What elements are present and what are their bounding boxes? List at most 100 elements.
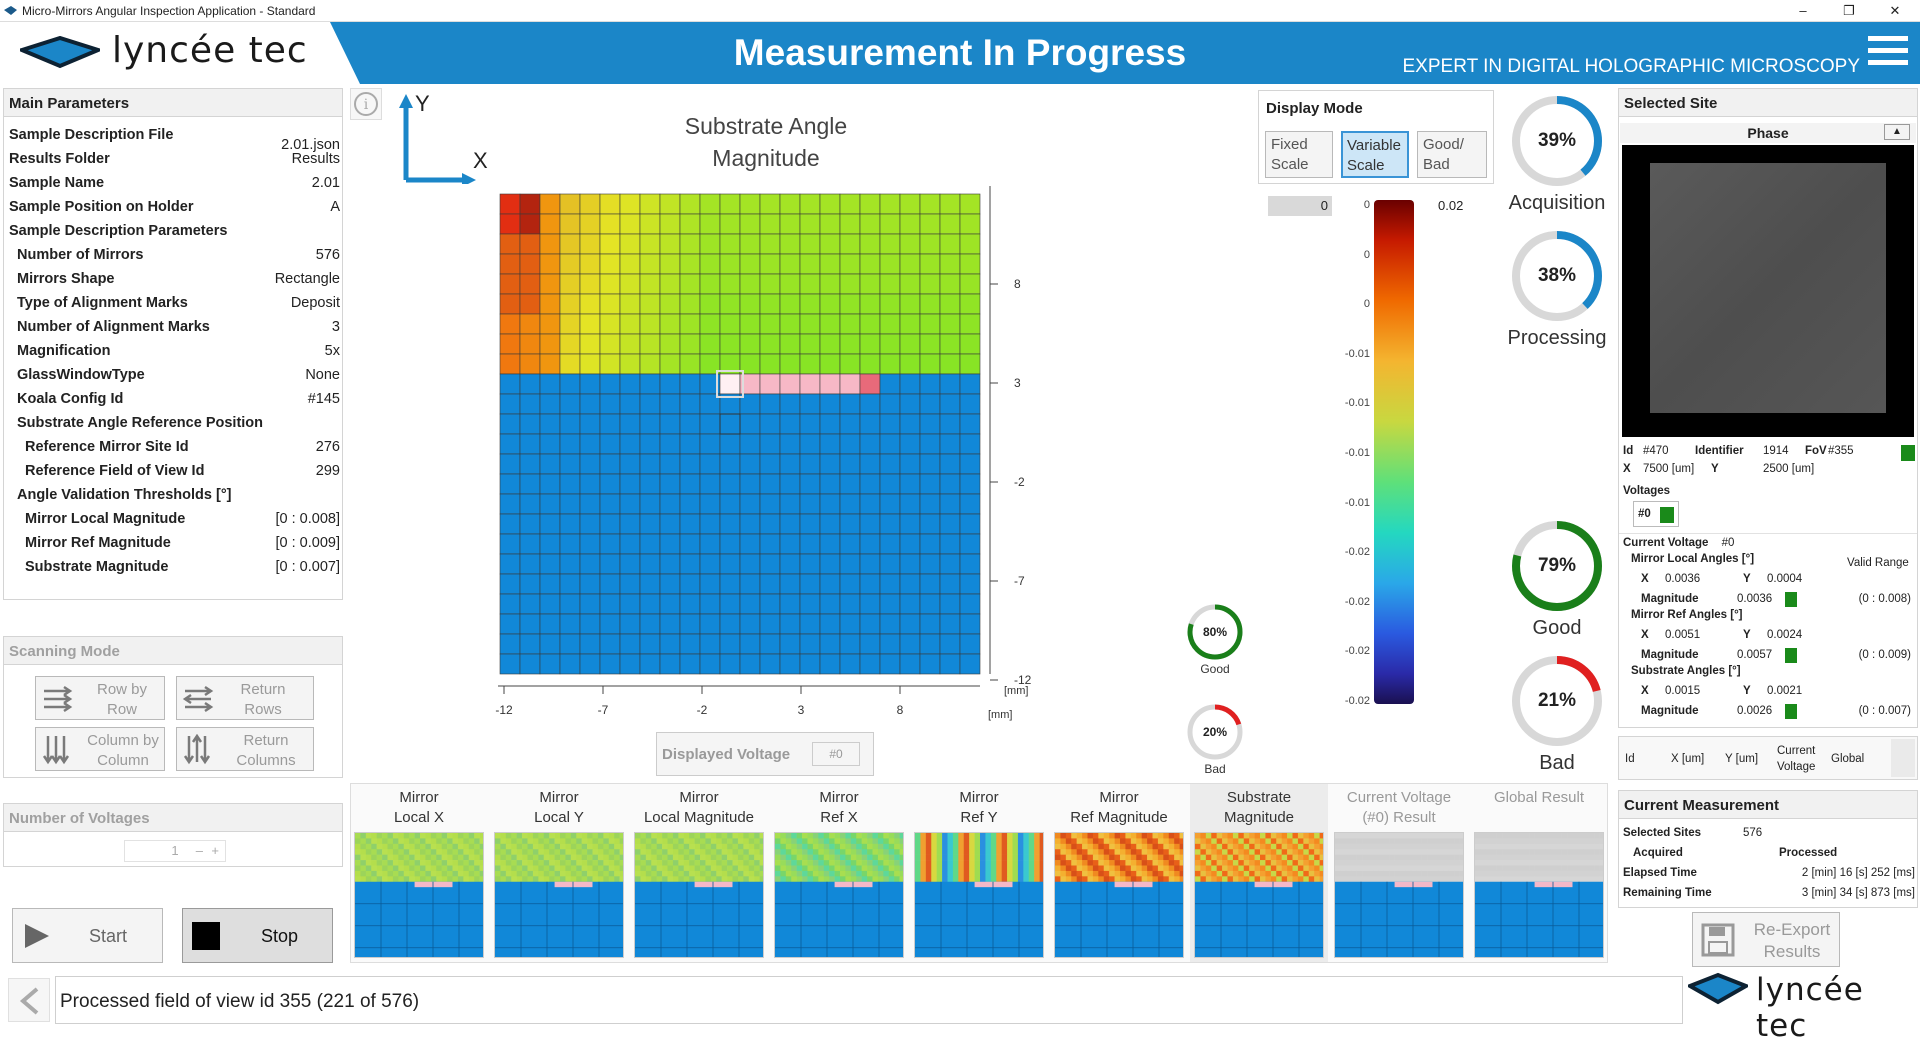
map-cell: [599, 533, 621, 555]
fixed-scale-button[interactable]: Fixed Scale: [1265, 131, 1333, 178]
map-cell: [639, 233, 661, 255]
status-text: Processed field of view id 355 (221 of 5…: [60, 991, 420, 1012]
thumbnail-cell: [420, 833, 426, 839]
thumbnail-cell: [1157, 854, 1164, 861]
thumbnail-cell: [1303, 876, 1310, 883]
substrate-magnitude-map[interactable]: 83-2-7-12[mm]-12 -7 -2 3 8 [mm]: [490, 186, 1050, 726]
map-cell: [779, 293, 801, 315]
thumbnail-cell: [1260, 833, 1266, 839]
sites-table-column[interactable]: Current Voltage: [1777, 745, 1816, 773]
thumbnail-cell: [743, 865, 750, 872]
result-thumbnail[interactable]: [1474, 832, 1604, 958]
start-button[interactable]: Start: [12, 908, 163, 963]
thumbnail-cell: [705, 876, 712, 883]
thumbnail-cell: [1007, 838, 1013, 845]
thumbnail-cell: [1001, 854, 1008, 861]
result-thumbnail[interactable]: [1194, 832, 1324, 958]
map-cell: [719, 433, 741, 455]
map-cell: [759, 373, 781, 395]
return-columns-button[interactable]: Return Columns: [176, 727, 314, 771]
map-cell: [819, 453, 841, 475]
thumbnail-cell: [861, 854, 868, 861]
result-thumbnail[interactable]: [494, 832, 624, 958]
map-cell: [539, 493, 561, 515]
close-button[interactable]: ✕: [1889, 3, 1901, 18]
thumbnail-cell: [1550, 843, 1557, 850]
column-by-column-button[interactable]: Column by Column: [35, 727, 165, 771]
thumbnail-cell: [1427, 876, 1433, 883]
sites-table-scrollbar[interactable]: [1891, 739, 1915, 777]
result-thumbnail[interactable]: [354, 832, 484, 958]
result-thumbnail[interactable]: [1334, 832, 1464, 958]
thumbnail-cell: [1297, 860, 1304, 866]
thumbnail-cell: [1583, 854, 1590, 861]
map-cell: [599, 633, 621, 655]
thumbnail-cell: [538, 860, 545, 866]
thumbnail-cell: [447, 854, 453, 861]
maximize-button[interactable]: ❐: [1843, 3, 1855, 18]
thumbnail-cell: [732, 854, 739, 861]
thumbnail-cell: [371, 849, 377, 855]
thumbnail-cell: [1599, 876, 1603, 883]
info-button[interactable]: i: [350, 88, 382, 120]
sites-table-column[interactable]: X [um]: [1671, 753, 1705, 765]
map-cell: [939, 213, 961, 235]
row-by-row-button[interactable]: Row by Row: [35, 676, 165, 720]
thumbnail-cell: [1276, 843, 1282, 850]
thumbnail-cell: [952, 860, 959, 866]
thumbnail-cell: [785, 833, 792, 839]
thumbnail-cell: [1141, 876, 1148, 883]
stop-button[interactable]: Stop: [182, 908, 333, 963]
colorbar-min-field[interactable]: 0: [1268, 196, 1332, 216]
map-cell: [859, 553, 881, 575]
thumbnail-cell: [1136, 833, 1142, 839]
decrement-icon[interactable]: –: [195, 843, 203, 858]
variable-scale-button[interactable]: Variable Scale: [1341, 131, 1409, 178]
map-cell: [879, 533, 901, 555]
thumbnail-cell: [1319, 876, 1323, 883]
thumbnail-cell: [1540, 854, 1546, 861]
back-button[interactable]: [8, 978, 50, 1022]
voltage-chip[interactable]: #0: [1633, 501, 1679, 527]
increment-icon[interactable]: +: [211, 843, 219, 858]
result-thumbnail[interactable]: [914, 832, 1044, 958]
collapse-icon[interactable]: ▲: [1884, 124, 1910, 140]
result-thumbnail[interactable]: [1054, 832, 1184, 958]
minimize-button[interactable]: –: [1799, 3, 1807, 18]
map-cell: [959, 453, 981, 475]
hamburger-menu-icon[interactable]: [1868, 36, 1908, 72]
thumbnail-cell: [1028, 833, 1035, 839]
thumbnail-cell: [1540, 876, 1546, 883]
sites-table-column[interactable]: Global: [1831, 753, 1865, 765]
thumbnail-cell: [1023, 870, 1030, 877]
result-thumbnail[interactable]: [774, 832, 904, 958]
sites-table-column[interactable]: Y [um]: [1725, 753, 1759, 765]
map-cell: [719, 213, 741, 235]
colorbar-max-field[interactable]: 0.02: [1438, 198, 1464, 213]
thumbnail-cell: [1545, 838, 1552, 845]
voltages-stepper[interactable]: 1 – +: [124, 840, 226, 862]
y-tick-label: 8: [1014, 277, 1021, 291]
map-cell: [499, 493, 521, 515]
result-thumbnail[interactable]: [634, 832, 764, 958]
thumbnail-cell: [392, 865, 399, 872]
good-bad-button[interactable]: Good/ Bad: [1417, 131, 1487, 178]
map-cell: [679, 233, 701, 255]
thumbnail-cell: [683, 860, 690, 866]
sites-table-column[interactable]: Id: [1625, 753, 1635, 765]
displayed-voltage-select[interactable]: #0: [812, 742, 860, 766]
thumbnail-cell: [1496, 849, 1503, 855]
thumbnail-cell: [1265, 860, 1272, 866]
thumbnail-cell: [603, 860, 610, 866]
thumbnail-cell: [780, 838, 787, 845]
thumbnail-cell: [678, 843, 685, 850]
thumbnail-cell: [635, 876, 641, 883]
thumbnail-cell: [420, 843, 426, 850]
reexport-results-button[interactable]: Re-Export Results: [1692, 912, 1840, 967]
thumbnail-cell: [925, 865, 932, 872]
return-rows-button[interactable]: Return Rows: [176, 676, 314, 720]
thumbnail-cell: [877, 860, 884, 866]
thumbnail-cell: [1454, 865, 1460, 872]
thumbnail-cell: [398, 860, 405, 866]
voltage-chip-badge: [1660, 507, 1674, 523]
